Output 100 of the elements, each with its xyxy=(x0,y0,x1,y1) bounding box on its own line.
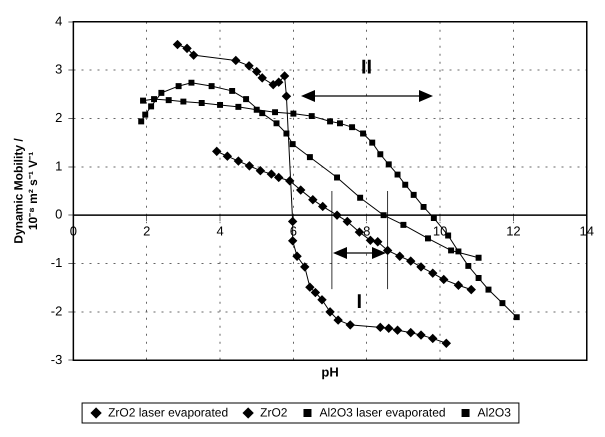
point xyxy=(416,330,426,340)
point xyxy=(402,182,408,188)
point xyxy=(235,104,242,110)
point xyxy=(254,106,260,113)
point xyxy=(166,97,172,104)
point xyxy=(306,154,313,160)
point xyxy=(514,314,520,320)
y-tick-label: 0 xyxy=(55,206,62,222)
point xyxy=(274,120,280,126)
point xyxy=(266,170,276,179)
legend-label: ZrO2 laser evaporated xyxy=(108,405,228,420)
point xyxy=(394,172,401,178)
point xyxy=(292,252,302,261)
point xyxy=(138,118,144,124)
point xyxy=(176,83,182,90)
point xyxy=(386,161,392,168)
point xyxy=(222,152,232,161)
point xyxy=(229,88,236,94)
point xyxy=(318,202,328,211)
point xyxy=(442,338,451,348)
y-axis-title: Dynamic Mobility / 10⁻⁸ m² s⁻¹ V⁻¹ xyxy=(12,138,40,244)
point xyxy=(234,156,243,166)
annotation: I xyxy=(356,291,362,314)
point xyxy=(244,161,254,170)
y-tick-label: 2 xyxy=(55,110,62,126)
point xyxy=(188,80,194,86)
point xyxy=(288,216,298,226)
point xyxy=(334,316,343,325)
point xyxy=(272,109,278,116)
y-tick-label: 3 xyxy=(55,62,62,77)
x-tick-label: 4 xyxy=(216,224,224,239)
point xyxy=(142,112,148,118)
x-tick-label: 2 xyxy=(143,224,150,239)
point xyxy=(455,248,462,254)
point xyxy=(425,235,431,242)
point xyxy=(212,146,222,156)
point xyxy=(428,334,438,343)
point xyxy=(406,256,416,266)
y-tick-label: -1 xyxy=(50,255,62,270)
point xyxy=(373,237,382,246)
point xyxy=(274,78,284,87)
annotation: II xyxy=(360,56,372,78)
point xyxy=(384,324,394,333)
point xyxy=(376,322,385,332)
point xyxy=(327,118,334,124)
y-tick-label: 1 xyxy=(55,158,62,174)
point xyxy=(439,274,448,284)
y-tick-label: 4 xyxy=(55,13,62,28)
point xyxy=(317,295,326,304)
point xyxy=(158,90,164,96)
point xyxy=(244,61,254,70)
point xyxy=(486,286,492,293)
legend-label: Al2O3 laser evaporated xyxy=(319,405,446,420)
legend-label: ZrO2 xyxy=(260,405,288,420)
point xyxy=(258,73,267,82)
point xyxy=(296,186,306,195)
point xyxy=(366,236,375,245)
y-tick-label: -3 xyxy=(50,352,62,367)
point xyxy=(231,56,240,65)
point xyxy=(180,98,186,105)
point xyxy=(151,96,158,102)
x-axis-title: pH xyxy=(321,364,339,380)
point xyxy=(288,236,298,246)
point xyxy=(173,40,182,50)
point xyxy=(393,326,402,335)
x-tick-label: 8 xyxy=(363,224,370,239)
point xyxy=(208,83,215,90)
point xyxy=(395,252,404,261)
point xyxy=(420,204,427,210)
point xyxy=(217,102,224,108)
point xyxy=(406,328,416,338)
point xyxy=(454,280,463,290)
point xyxy=(308,113,315,120)
point xyxy=(189,50,198,60)
point xyxy=(326,307,335,316)
point xyxy=(256,166,265,176)
point xyxy=(369,140,376,146)
point xyxy=(354,228,364,237)
point xyxy=(300,262,310,272)
point xyxy=(476,254,482,261)
legend-label: Al2O3 xyxy=(478,405,512,420)
point xyxy=(252,67,262,76)
point xyxy=(290,110,296,117)
point xyxy=(499,300,506,306)
point xyxy=(274,172,284,182)
point xyxy=(346,320,355,330)
point xyxy=(357,194,364,201)
point xyxy=(466,285,476,294)
point xyxy=(243,96,250,102)
point xyxy=(342,216,352,226)
x-tick-label: 12 xyxy=(506,224,521,239)
point xyxy=(428,268,438,278)
point xyxy=(308,195,318,204)
point xyxy=(400,222,406,228)
point xyxy=(377,151,384,158)
point xyxy=(410,192,417,198)
point xyxy=(140,98,146,104)
point xyxy=(336,120,343,126)
point xyxy=(282,92,291,101)
point xyxy=(268,80,278,90)
